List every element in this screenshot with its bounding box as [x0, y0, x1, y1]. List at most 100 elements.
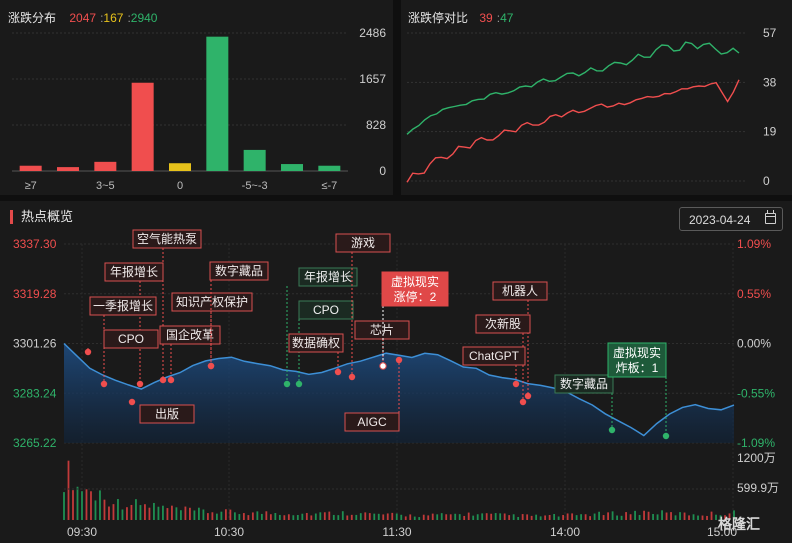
volume-bar — [616, 515, 618, 520]
volume-bar — [153, 502, 155, 520]
volume-bar — [184, 506, 187, 520]
volume-bar — [683, 512, 686, 520]
volume-bar — [526, 514, 529, 520]
volume-bar — [386, 513, 389, 520]
volume-bar — [715, 514, 717, 520]
up-count: 2047 — [69, 11, 97, 25]
volume-bar — [99, 490, 101, 520]
tag-point — [159, 376, 167, 384]
y-tick-label: 1657 — [359, 72, 386, 86]
volume-bar — [301, 513, 304, 520]
volume-bar — [413, 516, 416, 520]
volume-bar — [701, 515, 704, 520]
bar — [19, 165, 42, 171]
hot-tag-box — [492, 281, 548, 301]
volume-bar — [643, 510, 645, 520]
tag-point — [608, 426, 616, 434]
volume-bar — [661, 510, 663, 520]
series-line-limit-down — [406, 41, 740, 135]
volume-bar — [553, 513, 556, 520]
y-tick-label: 57 — [763, 26, 777, 40]
volume-bar — [314, 513, 317, 520]
limit-chart: 57 38 19 0 — [406, 26, 777, 188]
volume-bar — [706, 515, 708, 520]
volume-bar — [328, 511, 331, 520]
volume-bar — [391, 512, 394, 520]
down-count: 2940 — [130, 11, 158, 25]
volume-bar — [373, 513, 376, 520]
volume-bar — [355, 514, 358, 520]
hot-tag-box — [139, 404, 195, 424]
bar — [131, 82, 154, 171]
volume-bar — [72, 490, 74, 520]
separator: : — [100, 11, 104, 25]
volume-bar — [724, 515, 726, 520]
time-tick-label: 11:30 — [382, 525, 411, 539]
volume-bar — [395, 513, 398, 520]
volume-bar — [593, 513, 596, 520]
hot-tag-label: 年报增长 — [304, 269, 352, 284]
hot-tag-label: 次新股 — [485, 316, 521, 331]
volume-bar — [382, 514, 385, 520]
volume-bar — [175, 507, 178, 520]
volume-bar — [566, 513, 569, 520]
date-picker[interactable]: 2023-04-24 — [679, 207, 783, 231]
volume-bar — [521, 514, 524, 520]
tag-point — [334, 368, 342, 376]
tag-point — [207, 362, 215, 370]
y-tick-label: 0 — [379, 164, 386, 178]
volume-bar — [494, 513, 497, 520]
price-line — [63, 342, 735, 437]
volume-bar — [638, 514, 641, 520]
bar — [281, 164, 303, 171]
volume-bar — [571, 513, 574, 520]
volume-bar — [310, 515, 313, 520]
volume-bar — [377, 513, 380, 520]
volume-bar — [692, 514, 695, 520]
volume-bar — [679, 512, 681, 520]
calendar-icon[interactable] — [765, 210, 776, 224]
tag-point — [100, 380, 108, 388]
volume-bar — [539, 516, 542, 520]
price-tick-label: 3319.28 — [13, 287, 57, 301]
volume-bar — [647, 511, 650, 520]
volume-bar — [544, 515, 547, 520]
volume-bar — [733, 510, 735, 520]
volume-bar — [121, 509, 124, 520]
volume-bar — [454, 513, 457, 520]
volume-bar — [665, 512, 668, 520]
pct-tick-label: 0.00% — [737, 337, 771, 351]
volume-bar — [409, 514, 412, 520]
hot-title: 热点概览 — [10, 210, 73, 224]
hot-tag-label: 虚拟现实 — [613, 345, 661, 360]
volume-bar — [287, 514, 290, 520]
y-tick-label: 19 — [763, 125, 777, 139]
volume-bar — [436, 514, 439, 520]
volume-bar — [499, 513, 502, 520]
volume-bar — [562, 515, 565, 520]
volume-bar — [157, 506, 160, 520]
volume-bar — [256, 511, 259, 520]
time-tick-label: 15:00 — [707, 525, 737, 539]
bar — [169, 163, 191, 171]
volume-bar — [112, 504, 115, 520]
volume-bar — [85, 489, 88, 520]
limit-title-row: 涨跌停对比 39:47 — [408, 9, 513, 26]
date-value: 2023-04-24 — [689, 213, 751, 227]
hot-tag-label: 知识产权保护 — [176, 295, 248, 309]
volume-bar — [242, 513, 245, 520]
tag-point — [524, 392, 532, 400]
volume-bar — [90, 491, 92, 520]
hot-tag-label: 涨停：2 — [394, 289, 437, 304]
hot-tag-box — [132, 229, 202, 249]
volume-bar — [81, 491, 83, 520]
volume-bar — [233, 512, 236, 520]
volume-bar — [76, 486, 79, 520]
volume-bar — [602, 515, 605, 520]
volume-bar — [710, 511, 713, 520]
volume-bar — [215, 513, 218, 520]
volume-bar — [274, 512, 277, 520]
price-tick-label: 3301.26 — [13, 337, 57, 351]
volume-bar — [440, 513, 443, 520]
